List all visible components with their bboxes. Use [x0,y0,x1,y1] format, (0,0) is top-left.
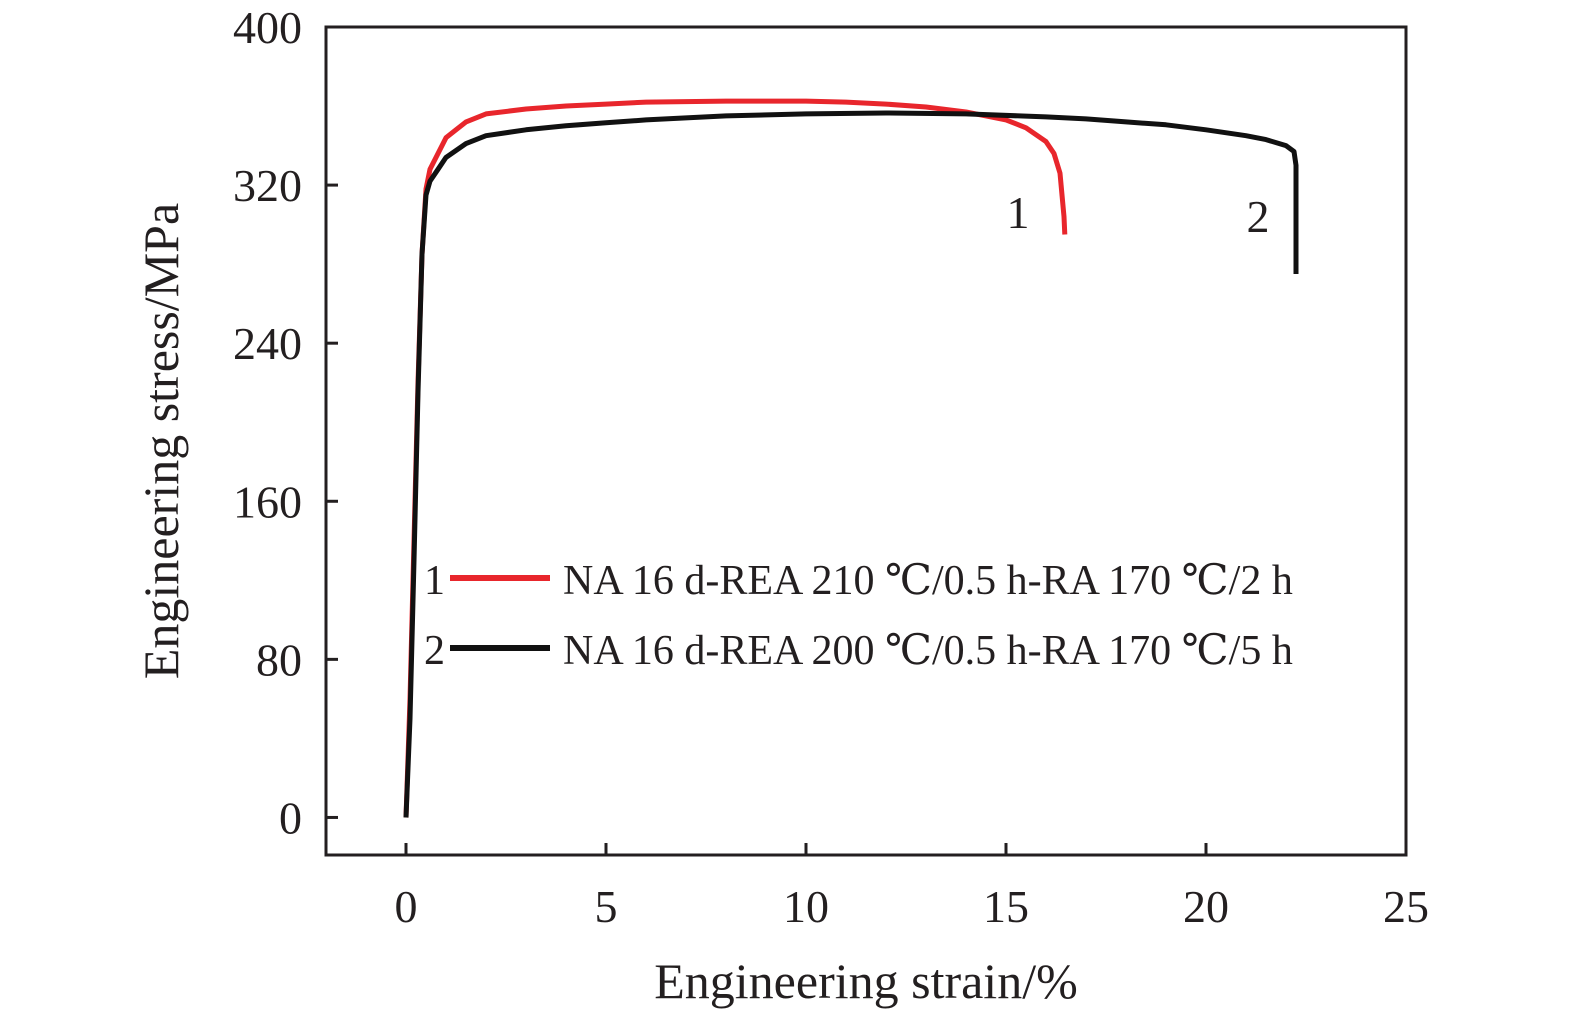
y-tick-label: 80 [256,634,302,685]
x-tick-label: 25 [1383,881,1429,932]
legend-id-2: 2 [424,628,445,674]
legend-label-2: NA 16 d-REA 200 ℃/0.5 h-RA 170 ℃/5 h [563,628,1293,674]
curve-label-2: 2 [1247,191,1270,242]
y-tick-label: 240 [233,318,302,369]
plot-frame [324,25,1408,857]
legend-label-1: NA 16 d-REA 210 ℃/0.5 h-RA 170 ℃/2 h [563,558,1293,604]
x-tick-label: 10 [783,881,829,932]
legend-id-1: 1 [424,558,445,604]
x-axis-label: Engineering strain/% [654,953,1078,1009]
series-line-1 [403,98,1068,818]
y-axis-label: Engineering stress/MPa [133,203,189,679]
y-tick-label: 320 [233,160,302,211]
series-line-2 [403,110,1299,818]
x-tick-label: 0 [395,881,418,932]
y-tick-label: 160 [233,476,302,527]
y-tick-label: 0 [279,792,302,843]
y-tick-label: 400 [233,2,302,53]
x-tick-label: 15 [983,881,1029,932]
axis-ticks: 0 5 10 15 20 25 0 80 160 240 320 400 [233,2,1429,932]
x-tick-label: 20 [1183,881,1229,932]
x-tick-label: 5 [595,881,618,932]
series-curves [403,98,1299,818]
curve-label-1: 1 [1007,187,1030,238]
legend: 1 NA 16 d-REA 210 ℃/0.5 h-RA 170 ℃/2 h 2 NA… [424,558,1293,674]
